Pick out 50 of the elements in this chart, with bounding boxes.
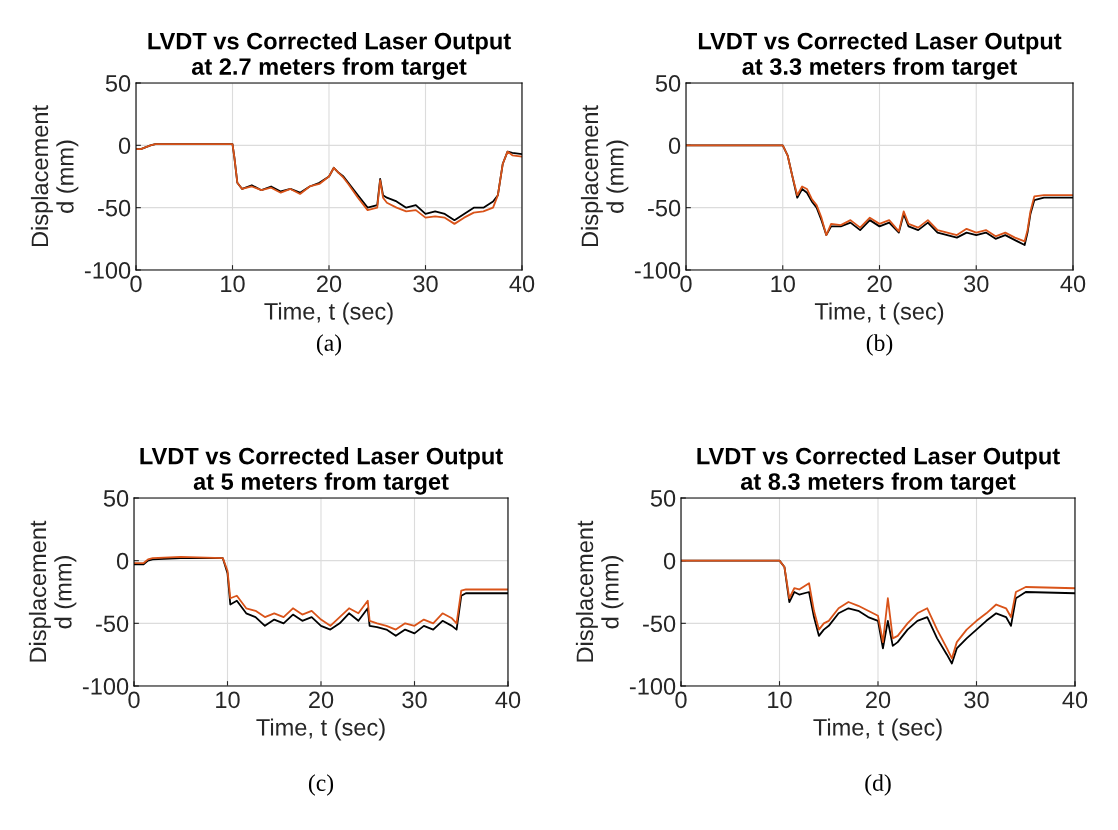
x-tick-label: 30 — [964, 275, 989, 293]
x-tick-label: 30 — [964, 691, 989, 709]
y-tick-label: 50 — [650, 490, 676, 507]
y-tick-label: -50 — [96, 615, 129, 633]
y-axis-title: Displacement d (mm) — [30, 105, 79, 247]
y-tick-label: -50 — [98, 199, 131, 217]
x-axis-title: Time, t (sec) — [813, 718, 942, 741]
x-tick-label: 40 — [495, 691, 521, 709]
x-tick-label: 10 — [768, 691, 792, 709]
y-axis-title: Displacement d (mm) — [28, 520, 77, 662]
x-tick-label: 10 — [216, 691, 240, 709]
chart-title: LVDT vs Corrected Laser Output at 2.7 meters from target — [148, 32, 511, 80]
y-axis-title: Displacement d (mm) — [575, 520, 624, 662]
y-tick-label: -100 — [629, 678, 676, 695]
y-tick-label: -100 — [82, 678, 129, 695]
y-tick-label: 50 — [105, 75, 131, 92]
x-tick-label: 0 — [130, 275, 142, 293]
x-axis-title: Time, t (sec) — [264, 302, 393, 325]
x-tick-label: 40 — [1062, 691, 1088, 709]
y-tick-label: -50 — [648, 199, 681, 217]
y-axis-title: Displacement d (mm) — [580, 105, 629, 247]
x-tick-label: 20 — [309, 691, 334, 709]
y-tick-label: 0 — [663, 552, 676, 570]
y-tick-label: -100 — [84, 262, 131, 279]
x-tick-label: 30 — [402, 691, 427, 709]
x-tick-label: 20 — [867, 275, 892, 293]
x-tick-label: 40 — [1060, 275, 1086, 293]
chart-title: LVDT vs Corrected Laser Output at 8.3 meters from target — [697, 447, 1060, 495]
text: (a) — [316, 334, 342, 356]
y-tick-label: 50 — [103, 490, 129, 507]
x-axis-title: Time, t (sec) — [814, 302, 944, 325]
text: (d) — [865, 774, 891, 796]
x-axis-title: Time, t (sec) — [256, 718, 385, 741]
x-tick-label: 10 — [221, 275, 245, 293]
y-tick-label: 0 — [118, 137, 131, 155]
y-tick-label: -50 — [643, 615, 676, 633]
y-tick-label: 0 — [668, 137, 681, 155]
y-tick-label: 0 — [116, 552, 129, 570]
x-tick-label: 20 — [866, 691, 891, 709]
chart-title: LVDT vs Corrected Laser Output at 5 meters from target — [140, 447, 503, 495]
chart-title: LVDT vs Corrected Laser Output at 3.3 meters from target — [698, 32, 1062, 80]
text: (b) — [866, 334, 893, 356]
x-tick-label: 30 — [413, 275, 438, 293]
text: (c) — [308, 774, 334, 796]
y-tick-label: 50 — [655, 75, 681, 92]
x-tick-label: 40 — [509, 275, 535, 293]
y-tick-label: -100 — [634, 262, 681, 279]
x-tick-label: 0 — [680, 275, 692, 293]
x-tick-label: 10 — [771, 275, 795, 293]
x-tick-label: 20 — [317, 275, 342, 293]
